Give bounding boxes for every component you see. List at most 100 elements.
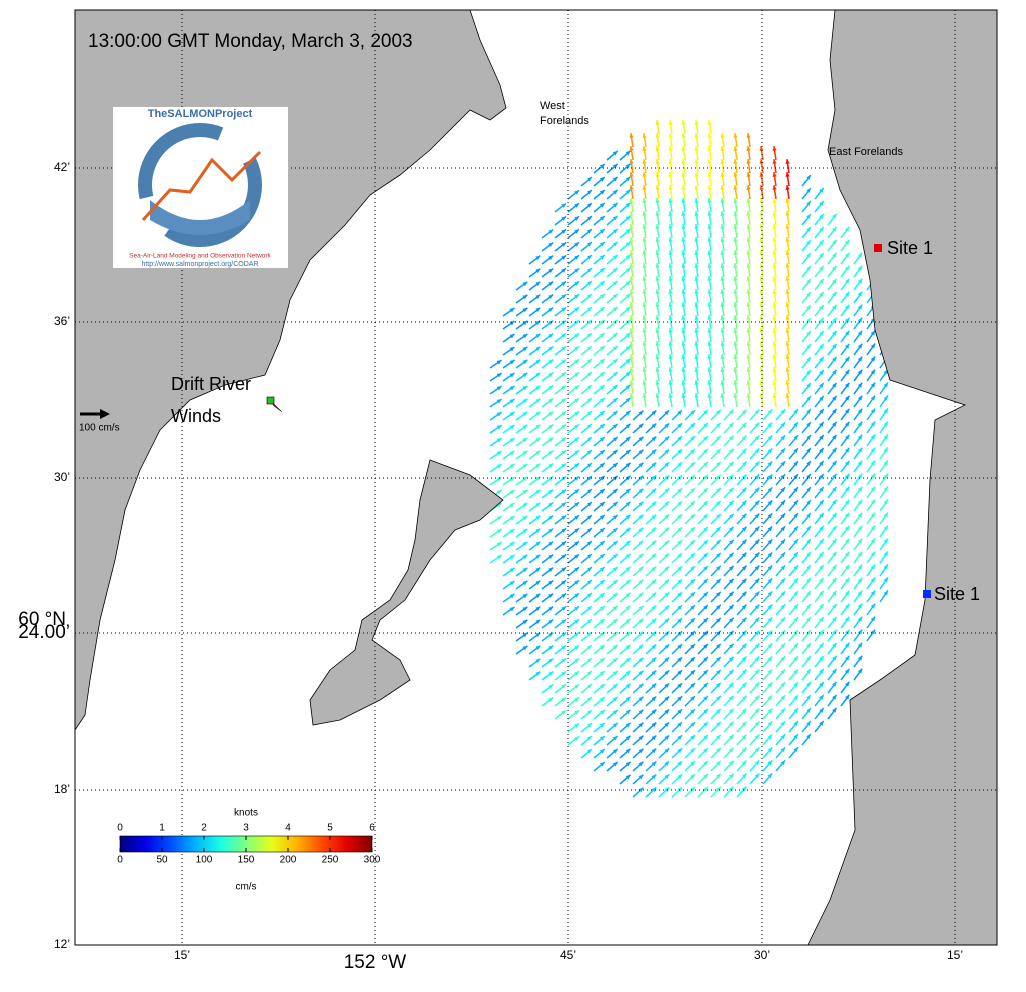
current-arrow-head bbox=[496, 477, 502, 482]
current-arrow-head bbox=[664, 774, 670, 780]
current-arrow-head bbox=[548, 658, 554, 664]
current-arrow-head bbox=[535, 528, 541, 534]
current-arrow-head bbox=[883, 460, 888, 466]
current-arrow-head bbox=[535, 502, 541, 508]
current-arrow-head bbox=[535, 619, 541, 625]
current-arrow-head bbox=[806, 617, 811, 622]
current-arrow-head bbox=[651, 787, 657, 793]
current-arrow-head bbox=[785, 185, 790, 190]
current-arrow-head bbox=[690, 423, 695, 428]
current-arrow-head bbox=[733, 250, 738, 255]
current-arrow-head bbox=[870, 369, 876, 375]
current-arrow-head bbox=[587, 372, 592, 377]
current-arrow-head bbox=[509, 360, 515, 365]
current-arrow-head bbox=[681, 159, 686, 164]
current-arrow-head bbox=[707, 341, 712, 346]
current-arrow-head bbox=[819, 447, 824, 453]
current-arrow-head bbox=[561, 398, 567, 403]
current-arrow-head bbox=[819, 681, 824, 687]
lat-label: 42’ bbox=[54, 160, 70, 174]
current-arrow-head bbox=[522, 645, 528, 651]
current-arrow-head bbox=[857, 252, 863, 258]
current-arrow-head bbox=[694, 276, 699, 281]
current-arrow-head bbox=[677, 514, 683, 519]
current-arrow-head bbox=[655, 367, 660, 372]
current-arrow-head bbox=[819, 564, 824, 570]
current-arrow-head bbox=[690, 761, 695, 766]
current-arrow-head bbox=[793, 734, 798, 740]
current-arrow-head bbox=[844, 447, 850, 453]
current-arrow-head bbox=[677, 696, 683, 701]
current-arrow-head bbox=[806, 227, 811, 232]
current-arrow-head bbox=[720, 172, 725, 177]
current-arrow-head bbox=[806, 279, 811, 284]
current-arrow-head bbox=[741, 461, 747, 467]
current-arrow-head bbox=[625, 462, 631, 468]
current-arrow-head bbox=[612, 189, 618, 195]
current-arrow-head bbox=[780, 695, 786, 701]
current-arrow-head bbox=[574, 619, 579, 624]
current-arrow-head bbox=[844, 239, 850, 245]
current-arrow-head bbox=[668, 367, 673, 372]
current-arrow-head bbox=[883, 564, 888, 570]
current-arrow-head bbox=[707, 120, 712, 125]
current-arrow-head bbox=[720, 224, 725, 229]
current-arrow-head bbox=[870, 616, 876, 622]
current-arrow-head bbox=[780, 747, 786, 753]
current-arrow-head bbox=[785, 263, 790, 268]
current-arrow-head bbox=[780, 721, 786, 727]
lat-main: 60 °N bbox=[18, 609, 66, 630]
current-arrow-head bbox=[741, 682, 747, 688]
current-arrow-head bbox=[857, 499, 863, 505]
current-arrow-head bbox=[522, 372, 528, 378]
current-arrow-head bbox=[625, 228, 631, 234]
current-arrow-head bbox=[668, 120, 673, 125]
current-arrow-head bbox=[746, 237, 751, 242]
current-arrow-head bbox=[832, 616, 837, 622]
current-arrow-head bbox=[574, 541, 579, 546]
current-arrow-head bbox=[574, 593, 579, 598]
current-arrow-head bbox=[780, 734, 786, 740]
current-arrow-head bbox=[612, 748, 618, 754]
current-arrow-head bbox=[587, 268, 592, 273]
current-arrow-head bbox=[548, 294, 554, 300]
current-arrow-head bbox=[522, 281, 528, 287]
current-arrow-head bbox=[759, 198, 764, 203]
current-arrow-head bbox=[857, 304, 863, 310]
current-arrow-head bbox=[599, 294, 605, 299]
current-arrow-head bbox=[728, 513, 734, 519]
current-arrow-head bbox=[677, 670, 683, 675]
current-arrow-head bbox=[844, 694, 850, 700]
current-arrow-head bbox=[664, 475, 670, 481]
current-arrow-head bbox=[625, 670, 631, 676]
current-arrow-head bbox=[599, 437, 605, 442]
current-arrow-head bbox=[496, 373, 502, 378]
current-arrow-head bbox=[561, 437, 567, 442]
current-arrow-head bbox=[703, 579, 708, 584]
current-arrow-head bbox=[664, 410, 670, 416]
site-label: Site 1 bbox=[934, 584, 980, 604]
current-arrow-head bbox=[587, 658, 592, 663]
current-arrow-head bbox=[716, 695, 721, 701]
current-arrow-head bbox=[844, 642, 850, 648]
current-arrow-head bbox=[535, 424, 541, 430]
current-arrow-head bbox=[728, 656, 734, 662]
current-arrow-head bbox=[703, 423, 708, 428]
current-arrow-head bbox=[664, 540, 670, 546]
current-arrow-head bbox=[561, 242, 567, 247]
current-arrow-head bbox=[496, 425, 502, 430]
current-arrow-head bbox=[772, 172, 777, 177]
current-arrow-head bbox=[793, 682, 798, 688]
current-arrow-head bbox=[754, 513, 760, 519]
current-arrow-head bbox=[690, 631, 695, 636]
current-arrow-head bbox=[703, 670, 708, 675]
current-arrow-head bbox=[587, 671, 592, 676]
current-arrow-head bbox=[681, 328, 686, 333]
current-arrow-head bbox=[716, 513, 721, 519]
current-arrow-head bbox=[651, 436, 657, 442]
site-marker bbox=[874, 244, 882, 252]
current-arrow-head bbox=[707, 276, 712, 281]
current-arrow-head bbox=[728, 409, 734, 415]
current-arrow-head bbox=[655, 328, 660, 333]
current-arrow-head bbox=[548, 255, 554, 261]
